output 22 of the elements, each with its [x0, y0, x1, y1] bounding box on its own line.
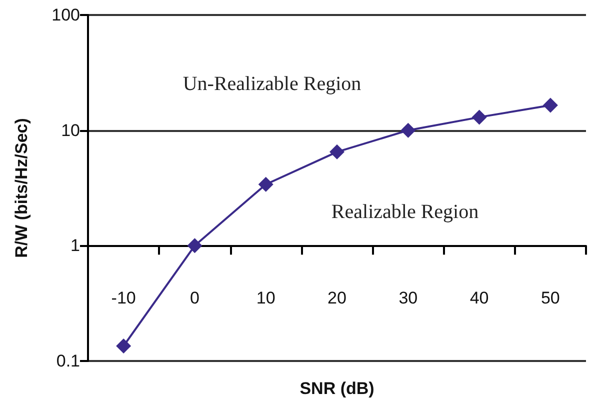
x-tick-label: 20 — [328, 288, 346, 308]
point — [116, 338, 132, 354]
point — [258, 176, 274, 192]
point — [187, 238, 202, 254]
annotation: Un-Realizable Region — [182, 73, 362, 95]
x-tick-label: 50 — [540, 288, 560, 308]
x-tick-label: 40 — [470, 288, 489, 308]
x-tick-label: -10 — [111, 288, 136, 308]
y-tick-label: 10 — [61, 120, 80, 140]
point — [330, 144, 344, 160]
x-axis-title: SNR (dB) — [300, 379, 374, 398]
x-tick-label: 10 — [256, 288, 276, 308]
y-tick-label: 1 — [70, 236, 80, 256]
annotation: Realizable Region — [331, 201, 479, 223]
x-tick-label: 30 — [398, 288, 418, 308]
point — [472, 110, 487, 125]
y-tick-label: 100 — [52, 6, 80, 24]
point — [542, 98, 558, 113]
y-tick-label: 0.1 — [56, 352, 80, 370]
x-tick-label: 0 — [190, 288, 200, 308]
y-axis-title: R/W (bits/Hz/Sec) — [12, 118, 31, 258]
point — [400, 122, 416, 138]
